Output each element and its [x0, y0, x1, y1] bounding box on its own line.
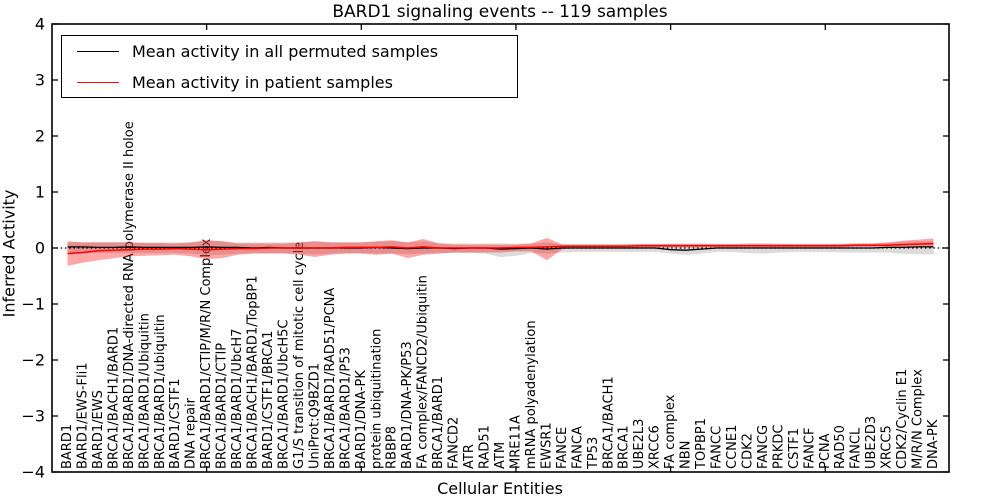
entity-label: FANCC: [710, 426, 725, 469]
permuted-mean-line: [67, 246, 934, 251]
entity-label: RAD51: [478, 425, 493, 469]
legend-item-permuted: Mean activity in all permuted samples: [62, 38, 517, 65]
chart-title: BARD1 signaling events -- 119 samples: [332, 2, 668, 22]
entity-label: CSTF1: [787, 428, 802, 469]
entity-label: BRCA1/BARD1/RAD51/PCNA: [323, 288, 338, 469]
entity-label: BRCA1/BARD1/DNA-directed RNA polymerase …: [122, 121, 137, 469]
y-tick-label: 1: [35, 183, 45, 202]
entity-label: BRCA1/BARD1: [431, 376, 446, 469]
entity-label: FANCE: [555, 427, 570, 469]
entity-label: FANCL: [849, 427, 864, 469]
entity-label: BRCA1/BARD1/CTIP/M/R/N Complex: [199, 238, 214, 469]
legend: Mean activity in all permuted samples Me…: [61, 35, 518, 98]
permuted-line-swatch: [77, 50, 119, 52]
y-tick-label: 4: [35, 15, 45, 34]
entity-label: CDK2: [740, 433, 755, 469]
entity-label: NBN: [679, 441, 694, 469]
x-axis-label: Cellular Entities: [437, 479, 563, 498]
entity-label: FA complex/FANCD2/Ubiquitin: [416, 275, 431, 469]
entity-label: RAD50: [833, 425, 848, 469]
entity-label: BRCA1/BARD1/ubiquitin: [153, 314, 168, 469]
y-tick-label: −2: [21, 351, 45, 370]
legend-item-patient: Mean activity in patient samples: [62, 69, 517, 96]
entity-label: M/R/N Complex: [911, 369, 926, 469]
y-tick-label: 0: [35, 239, 45, 258]
entity-label: FA complex: [663, 394, 678, 469]
y-tick-label: −3: [21, 407, 45, 426]
entity-label: mRNA polyadenylation: [524, 320, 539, 469]
y-tick-label: −1: [21, 295, 45, 314]
entity-label: BRCA1/BARD1/Ubiquitin: [137, 313, 152, 469]
entity-label: DNA repair: [184, 397, 199, 469]
entity-label: DNA-PK: [926, 419, 941, 469]
entity-label: BRCA1/BARD1/UbcH7: [230, 329, 245, 469]
patient-mean-line: [67, 242, 934, 255]
entity-label: BARD1/CSTF1: [168, 378, 183, 469]
entity-label: BARD1: [60, 424, 75, 469]
entity-label: UBE2L3: [632, 419, 647, 469]
entity-label: BRCA1/BARD1/UbcH5C: [277, 320, 292, 469]
entity-label: FANCA: [570, 426, 585, 469]
legend-label-permuted: Mean activity in all permuted samples: [132, 41, 439, 61]
entity-label: BRCA1/BARD1/P53: [338, 347, 353, 469]
patient-line-swatch: [77, 81, 119, 83]
entity-label: BRCA1/BARD1/CTIP: [215, 343, 230, 469]
entity-label: TOPBP1: [694, 418, 709, 470]
entity-label: protein ubiquitination: [369, 329, 384, 469]
patient-range-band: [67, 237, 934, 266]
entity-label: BARD1/EWS-Fli1: [75, 363, 90, 470]
entity-label: MRE11A: [509, 415, 524, 469]
entity-label: PCNA: [818, 433, 833, 469]
y-tick-label: 3: [35, 71, 45, 90]
entity-label: ATM: [493, 442, 508, 469]
entity-label: BARD1/DNA-PK: [354, 370, 369, 469]
legend-label-patient: Mean activity in patient samples: [132, 72, 393, 92]
entity-label: BRCA1/BACH1/BARD1/TopBP1: [246, 276, 261, 469]
entity-label: CDK2/Cyclin E1: [895, 369, 910, 469]
y-axis-label: Inferred Activity: [0, 189, 19, 318]
entity-label: BARD1/DNA-PK/P53: [400, 341, 415, 469]
entity-label: ATR: [462, 444, 477, 469]
entity-label: BARD1/CSTF1/BRCA1: [261, 331, 276, 469]
entity-label: BRCA1/BACH1: [601, 376, 616, 469]
entity-label: CCNE1: [725, 425, 740, 469]
entity-label: EWSR1: [539, 422, 554, 469]
entity-label: G1/S transition of mitotic cell cycle: [292, 242, 307, 469]
entity-label: BRCA1: [617, 425, 632, 469]
y-tick-label: −4: [21, 463, 45, 482]
entity-label: FANCG: [756, 425, 771, 469]
entity-label: FANCD2: [447, 417, 462, 469]
entity-label: UBE2D3: [864, 416, 879, 469]
entity-label: XRCC6: [648, 425, 663, 469]
entity-label: FANCF: [802, 428, 817, 469]
entity-label: RBBP8: [385, 426, 400, 469]
entity-label: XRCC5: [880, 425, 895, 469]
entity-label: PRKDC: [771, 425, 786, 469]
y-tick-label: 2: [35, 127, 45, 146]
entity-label: BARD1/EWS: [91, 390, 106, 469]
entity-label: UniProt:Q9BZD1: [307, 363, 322, 469]
entity-label: TP53: [586, 437, 601, 470]
entity-label: BRCA1/BACH1/BARD1: [106, 327, 121, 469]
